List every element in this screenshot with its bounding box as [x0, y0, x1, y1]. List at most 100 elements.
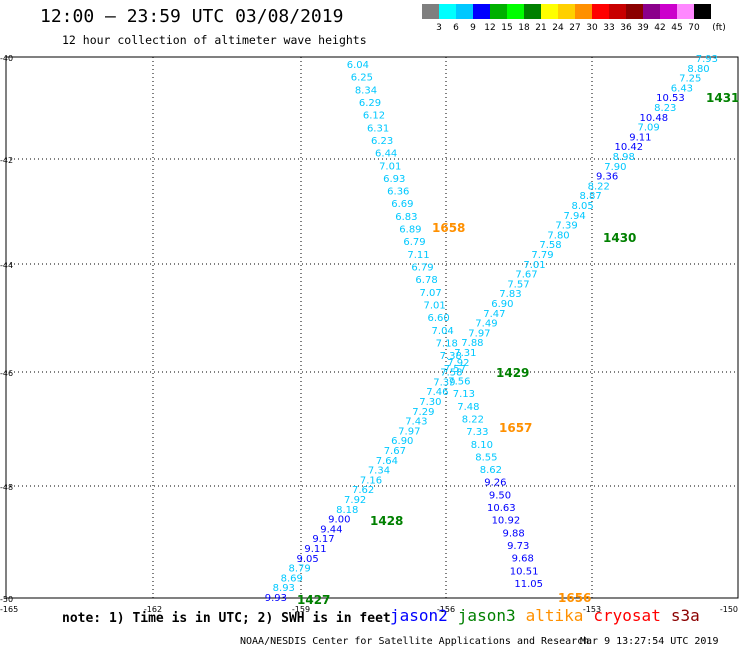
- wave-height-value: 9.11: [629, 132, 651, 143]
- scale-swatch: [626, 4, 643, 19]
- scale-swatch: [439, 4, 456, 19]
- wave-height-value: 9.05: [296, 554, 318, 565]
- scale-swatch: [507, 4, 524, 19]
- wave-height-value: 8.18: [336, 505, 358, 516]
- scale-label: 39: [637, 23, 649, 33]
- wave-height-value: 11.05: [514, 579, 543, 590]
- wave-height-value: 7.57: [507, 279, 529, 290]
- wave-height-value: 9.17: [312, 534, 334, 545]
- wave-height-value: 7.62: [352, 485, 374, 496]
- wave-height-value: 8.79: [289, 564, 311, 575]
- wave-height-value: 7.39: [433, 377, 455, 388]
- scale-label: 15: [501, 23, 513, 33]
- wave-height-value: 8.93: [273, 583, 295, 594]
- wave-height-value: 10.92: [492, 516, 521, 527]
- wave-height-value: 7.39: [555, 221, 577, 232]
- wave-height-value: 7.64: [376, 456, 398, 467]
- scale-swatch: [592, 4, 609, 19]
- scale-label: 30: [586, 23, 598, 33]
- wave-height-value: 6.83: [395, 212, 417, 223]
- satellite-cryosat: cryosat: [593, 606, 661, 625]
- scale-swatch: [422, 4, 439, 19]
- wave-height-value: 6.04: [347, 60, 369, 71]
- lon-label: -153: [583, 605, 601, 614]
- scale-label: 36: [620, 23, 632, 33]
- lat-label: -50: [0, 595, 13, 604]
- wave-height-value: 6.43: [671, 83, 693, 94]
- wave-height-value: 7.97: [398, 426, 420, 437]
- wave-height-value: 7.94: [563, 211, 585, 222]
- wave-height-value: 8.69: [281, 573, 303, 584]
- wave-height-value: 7.29: [412, 407, 434, 418]
- scale-swatch: [660, 4, 677, 19]
- wave-height-value: 7.93: [696, 54, 718, 65]
- pass-time-label: 1427: [297, 593, 330, 607]
- wave-height-value: 10.42: [615, 142, 644, 153]
- wave-height-value: 7.09: [638, 123, 660, 134]
- wave-height-value: 7.90: [604, 162, 626, 173]
- scale-swatch: [575, 4, 592, 19]
- wave-height-value: 6.12: [363, 111, 385, 122]
- wave-height-value: 7.01: [379, 161, 401, 172]
- lon-label: -150: [720, 605, 738, 614]
- scale-swatch: [473, 4, 490, 19]
- wave-height-value: 8.34: [355, 85, 377, 96]
- wave-height-value: 7.57: [444, 364, 466, 375]
- wave-height-value: 7.07: [419, 288, 441, 299]
- wave-height-value: 7.48: [457, 402, 479, 413]
- scale-label: 18: [518, 23, 530, 33]
- satellite-legend: jason2 jason3 altika cryosat s3a: [390, 606, 710, 625]
- wave-height-value: 6.79: [411, 263, 433, 274]
- wave-height-value: 7.31: [454, 348, 476, 359]
- lat-label: -40: [0, 54, 13, 63]
- wave-height-value: 7.34: [368, 466, 390, 477]
- scale-swatch: [694, 4, 711, 19]
- wave-height-value: 8.80: [687, 64, 709, 75]
- scale-swatch: [558, 4, 575, 19]
- wave-height-value: 7.80: [547, 230, 569, 241]
- wave-height-value: 10.51: [510, 566, 539, 577]
- pass-time-label: 1429: [496, 366, 529, 380]
- wave-height-value: 7.46: [426, 387, 448, 398]
- wave-height-value: 6.36: [387, 187, 409, 198]
- wave-height-value: 6.23: [371, 136, 393, 147]
- wave-height-value: 9.44: [320, 524, 342, 535]
- wave-height-value: 7.01: [523, 260, 545, 271]
- satellite-altika: altika: [525, 606, 584, 625]
- wave-height-value: 7.58: [440, 368, 462, 379]
- lon-label: -156: [437, 605, 455, 614]
- wave-height-value: 7.67: [515, 270, 537, 281]
- lon-label: -159: [292, 605, 310, 614]
- lat-label: -42: [0, 156, 13, 165]
- wave-height-value: 6.69: [391, 199, 413, 210]
- lat-label: -46: [0, 369, 13, 378]
- wave-height-value: 7.56: [448, 376, 470, 387]
- wave-height-value: 7.18: [436, 338, 458, 349]
- satellite-jason2: jason2: [390, 606, 448, 625]
- scale-unit: (ft): [712, 23, 726, 33]
- scale-label: 27: [569, 23, 581, 33]
- wave-height-value: 8.87: [579, 191, 601, 202]
- wave-height-value: 10.63: [487, 503, 516, 514]
- pass-time-label: 1657: [499, 421, 532, 435]
- wave-height-value: 6.25: [351, 73, 373, 84]
- scale-swatch: [490, 4, 507, 19]
- wave-height-value: 7.92: [447, 358, 469, 369]
- wave-height-value: 6.44: [375, 149, 397, 160]
- wave-height-value: 7.88: [461, 338, 483, 349]
- timestamp-text: Mar 9 13:27:54 UTC 2019: [580, 636, 719, 647]
- scale-label: 12: [484, 23, 496, 33]
- scale-swatch: [609, 4, 626, 19]
- wave-height-value: 6.29: [359, 98, 381, 109]
- wave-height-value: 6.78: [415, 275, 437, 286]
- wave-height-value: 6.89: [399, 225, 421, 236]
- wave-height-value: 6.31: [367, 123, 389, 134]
- wave-height-value: 9.36: [596, 172, 618, 183]
- lon-label: -162: [144, 605, 162, 614]
- wave-height-value: 6.93: [383, 174, 405, 185]
- wave-height-value: 7.97: [468, 328, 490, 339]
- pass-time-label: 1431: [706, 91, 739, 105]
- wave-height-value: 9.68: [512, 554, 534, 565]
- pass-time-label: 1430: [603, 231, 636, 245]
- wave-height-value: 7.58: [539, 240, 561, 251]
